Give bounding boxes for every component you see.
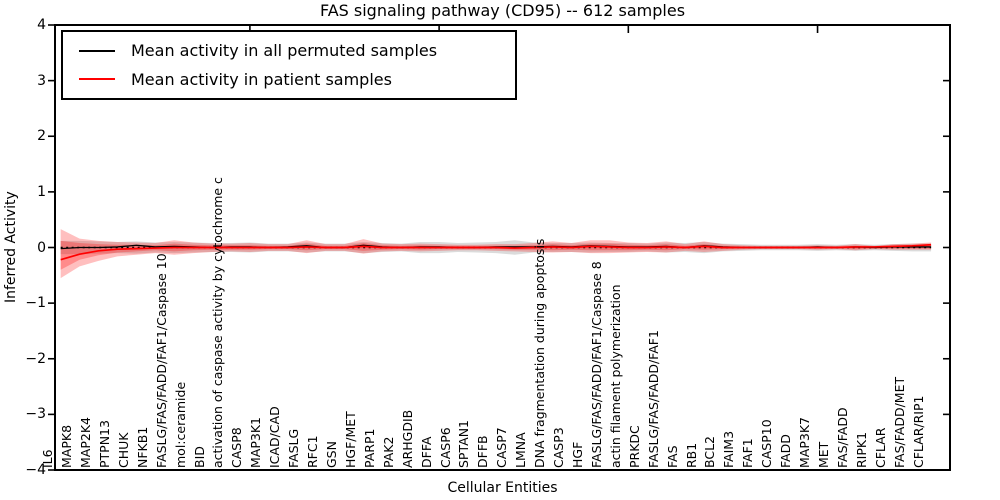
legend-line-patient-icon [79, 78, 115, 81]
chart-title: FAS signaling pathway (CD95) -- 612 samp… [319, 1, 686, 20]
band-patient-spread-outer [60, 229, 932, 279]
legend-entry-patient: Mean activity in patient samples [63, 70, 515, 89]
legend-line-permuted-icon [79, 49, 115, 52]
y-axis-label: Inferred Activity [3, 191, 19, 304]
legend-label-patient: Mean activity in patient samples [131, 69, 392, 89]
legend-entry-permuted: Mean activity in all permuted samples [63, 41, 515, 60]
x-axis-label: Cellular Entities [447, 480, 558, 496]
patient-mean-line [60, 243, 932, 261]
legend-label-permuted: Mean activity in all permuted samples [131, 41, 438, 61]
legend: Mean activity in all permuted samples Me… [61, 30, 517, 100]
